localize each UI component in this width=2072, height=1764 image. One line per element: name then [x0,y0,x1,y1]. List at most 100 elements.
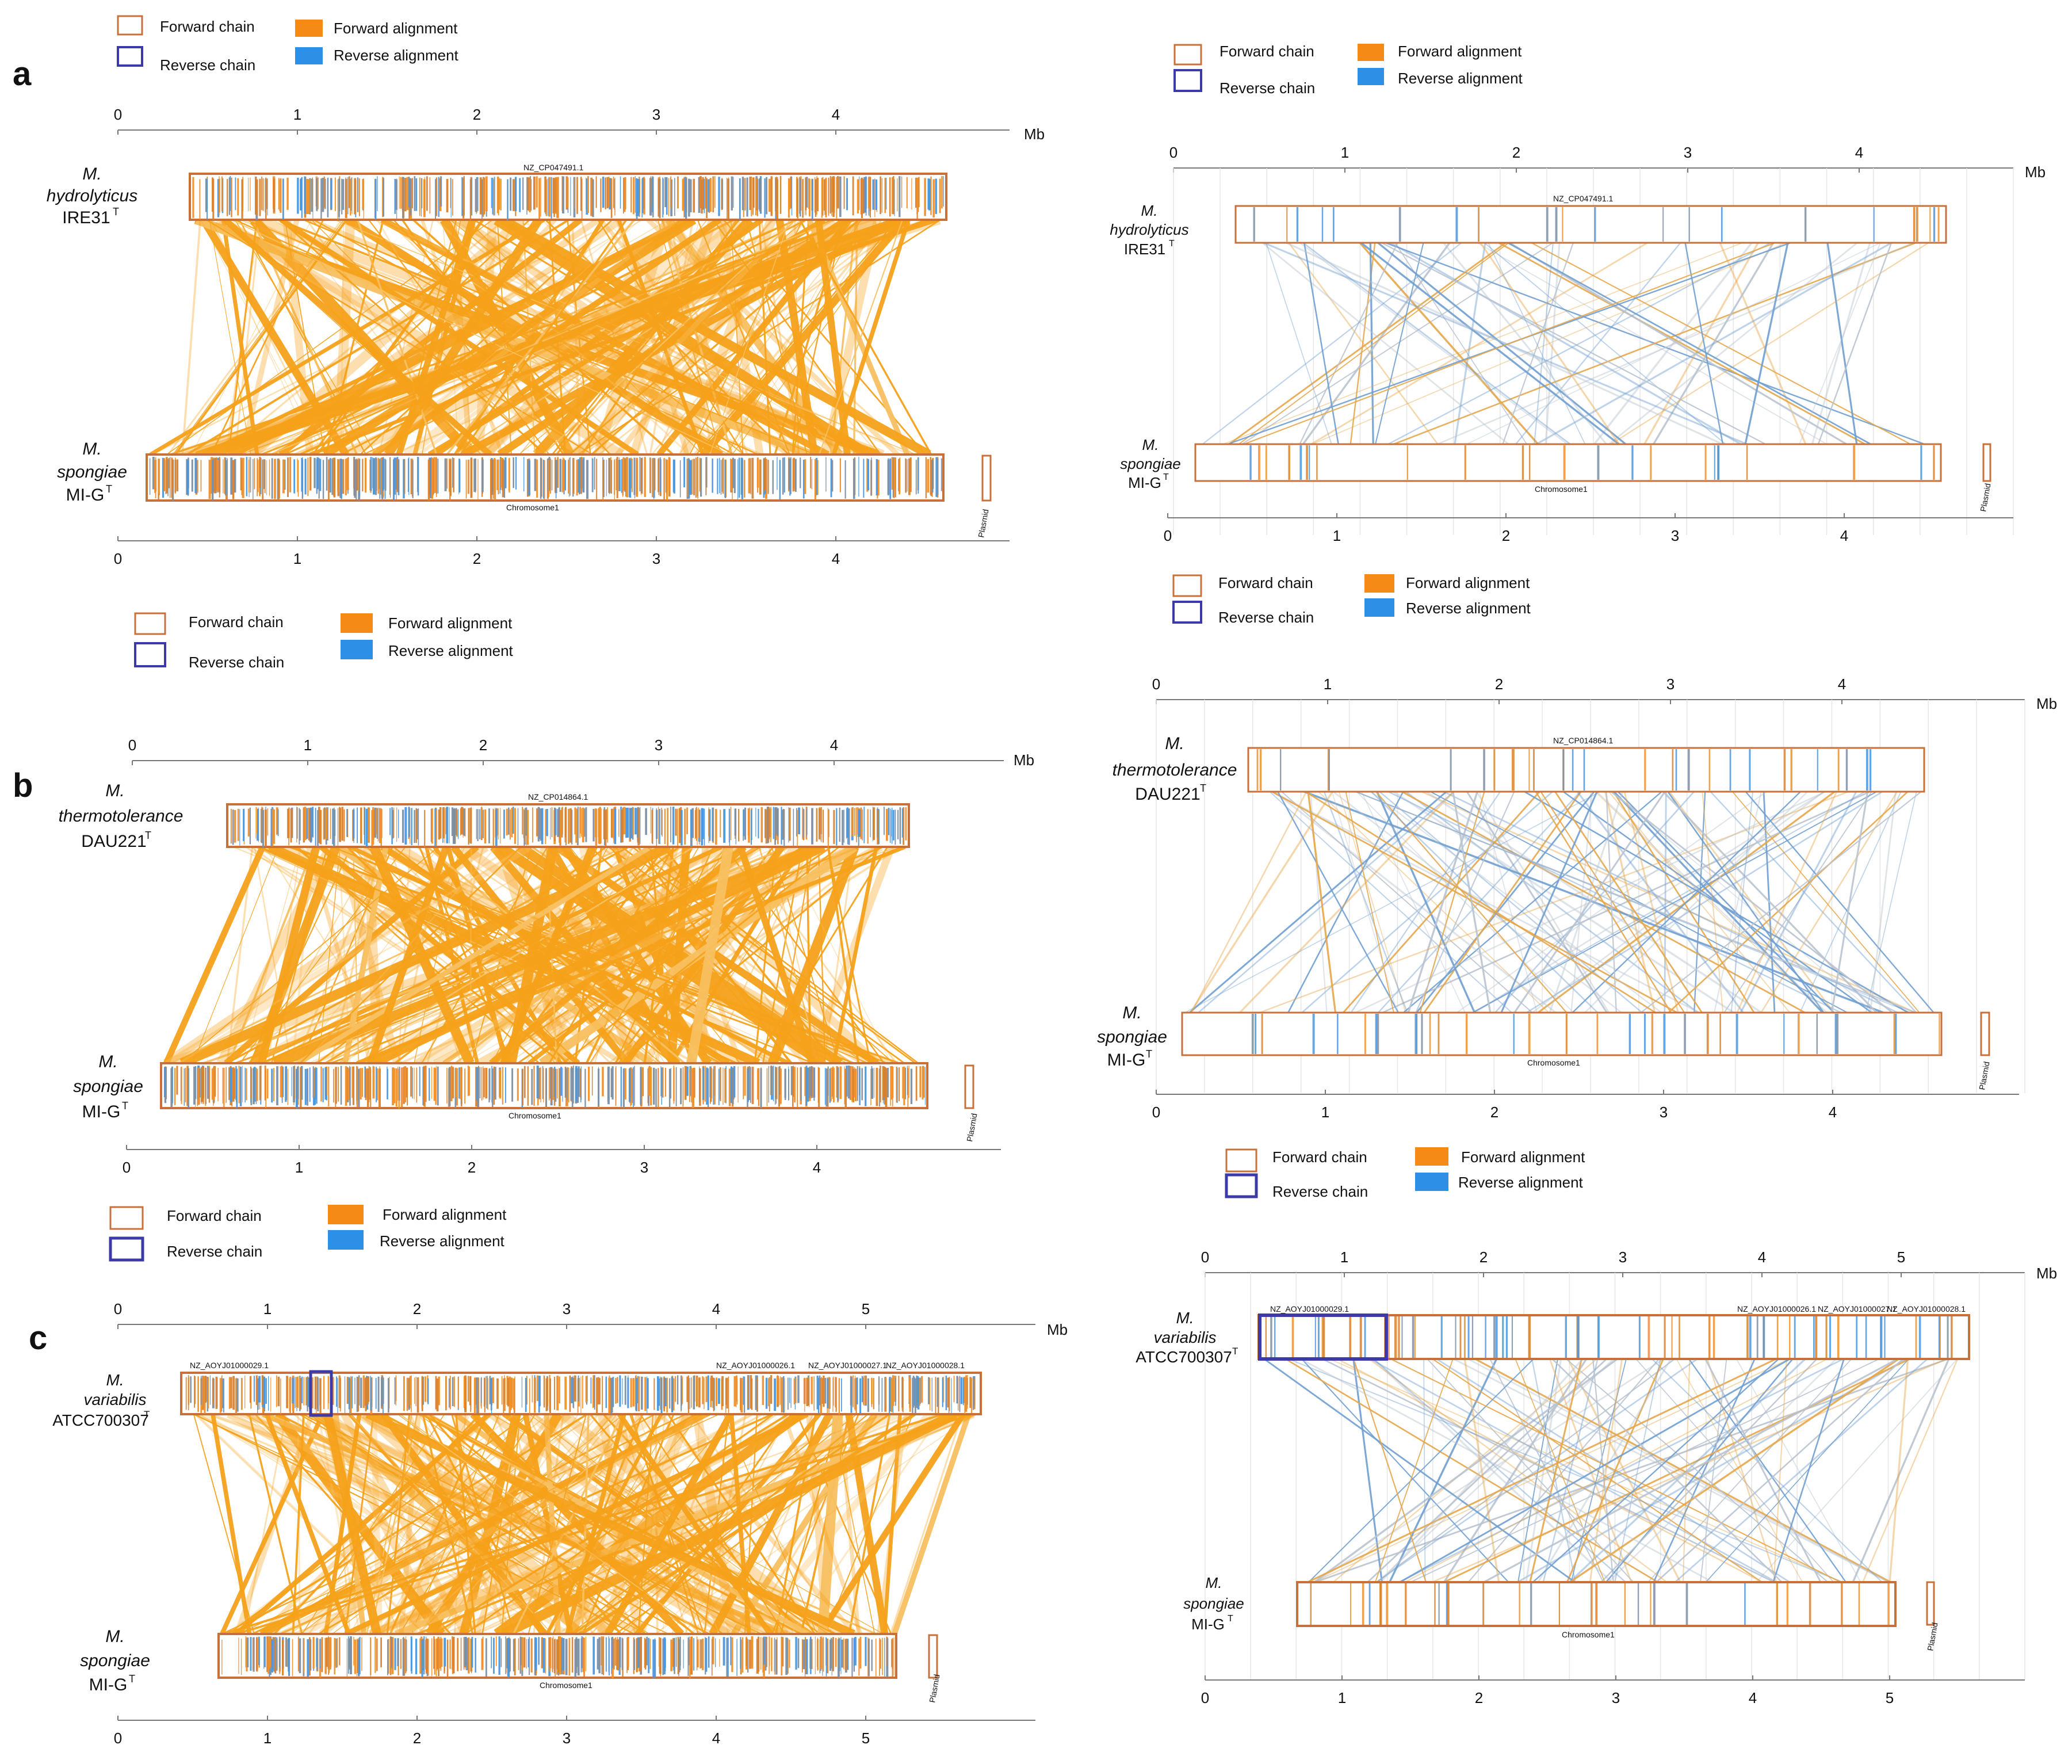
axis-tick-label: 4 [1829,1104,1837,1121]
alignment-block [396,459,399,492]
alignment-block [774,1378,777,1411]
plasmid-b-right [1980,1011,1990,1056]
alignment-block [510,1377,513,1408]
alignment-link [450,219,472,455]
alignment-block [1577,1316,1579,1358]
alignment-block [872,179,875,210]
alignment-link [1286,242,1723,445]
alignment-block [790,457,792,494]
alignment-block [746,1636,747,1666]
alignment-block [502,1067,503,1105]
alignment-block [306,178,309,214]
alignment-link [416,1413,962,1635]
alignment-block [477,1377,479,1414]
alignment-block [678,1639,681,1673]
alignment-block [1829,1316,1832,1358]
alignment-block [836,176,839,209]
svg-text:T: T [145,830,151,841]
alignment-block [881,178,883,213]
alignment-block [725,460,727,498]
alignment-block [424,810,426,848]
alignment-block [1664,1316,1666,1358]
alignment-block [402,810,404,843]
alignment-link [1394,242,1527,445]
alignment-block [738,808,740,842]
alignment-link [1817,242,1893,445]
alignment-block [774,807,776,836]
alignment-block [610,457,611,493]
alignment-block [821,1378,823,1404]
alignment-block [693,1638,694,1671]
alignment-block [549,1378,551,1415]
alignment-block [779,1376,781,1405]
svg-text:MI-G: MI-G [82,1102,121,1121]
alignment-block [965,1375,968,1412]
alignment-block [892,457,895,498]
alignment-block [744,1066,746,1096]
alignment-link [389,1414,488,1635]
alignment-block [238,1066,240,1104]
alignment-block [209,1066,211,1095]
alignment-block [565,1067,567,1097]
alignment-block [713,1066,716,1105]
alignment-link [427,217,825,457]
alignment-block [552,1068,555,1100]
alignment-link [1773,1358,1787,1583]
alignment-block [831,176,832,216]
alignment-link [393,219,611,455]
alignment-block [184,1068,185,1106]
alignment-block [463,808,465,836]
alignment-block [205,178,208,212]
alignment-block [246,1068,247,1101]
alignment-block [760,1068,762,1109]
svg-text:Forward chain: Forward chain [167,1207,262,1224]
contig-labels-c-left: NZ_AOYJ01000029.1 NZ_AOYJ01000026.1 NZ_A… [190,1361,965,1370]
alignment-block [775,1067,778,1099]
alignment-block [814,177,816,213]
alignment-block [308,807,310,841]
alignment-block [953,1376,955,1403]
alignment-block [372,807,374,845]
alignment-block [821,178,823,218]
alignment-block [254,458,255,490]
alignment-block [687,460,689,497]
alignment-block [1565,1014,1568,1054]
query-accession-b-right: NZ_CP014864.1 [1553,736,1614,745]
alignment-block [461,177,463,216]
alignment-block [720,1067,721,1101]
alignment-block [544,177,546,213]
alignment-block [244,1067,246,1103]
alignment-block [607,807,609,843]
alignment-block [624,459,625,491]
alignment-link [1427,1358,1634,1583]
alignment-block [822,810,824,843]
alignment-block [939,178,941,213]
svg-text:spongiae: spongiae [1120,455,1181,472]
alignment-block [484,809,487,844]
alignment-block [427,1378,429,1404]
alignment-block [1887,1583,1890,1625]
alignment-block [699,176,702,208]
alignment-block [477,459,479,500]
alignment-block [882,1637,883,1675]
axis-tick-label: 3 [652,106,660,123]
alignment-links-c-right [1263,1358,1959,1583]
alignment-block [770,808,772,838]
alignment-link [303,846,497,1064]
alignment-block [1455,207,1458,242]
alignment-block [435,810,437,846]
alignment-block [345,459,347,495]
alignment-block [836,177,838,219]
alignment-block [659,808,660,845]
alignment-block [423,1066,425,1107]
alignment-block [314,457,316,488]
alignment-block [530,179,532,211]
alignment-block [265,177,267,219]
alignment-block [394,1638,396,1670]
alignment-block [570,177,571,216]
alignment-block [549,1067,551,1099]
alignment-block [702,177,704,210]
alignment-block [276,1066,278,1106]
alignment-block [764,459,767,499]
alignment-link [1656,1358,1904,1583]
